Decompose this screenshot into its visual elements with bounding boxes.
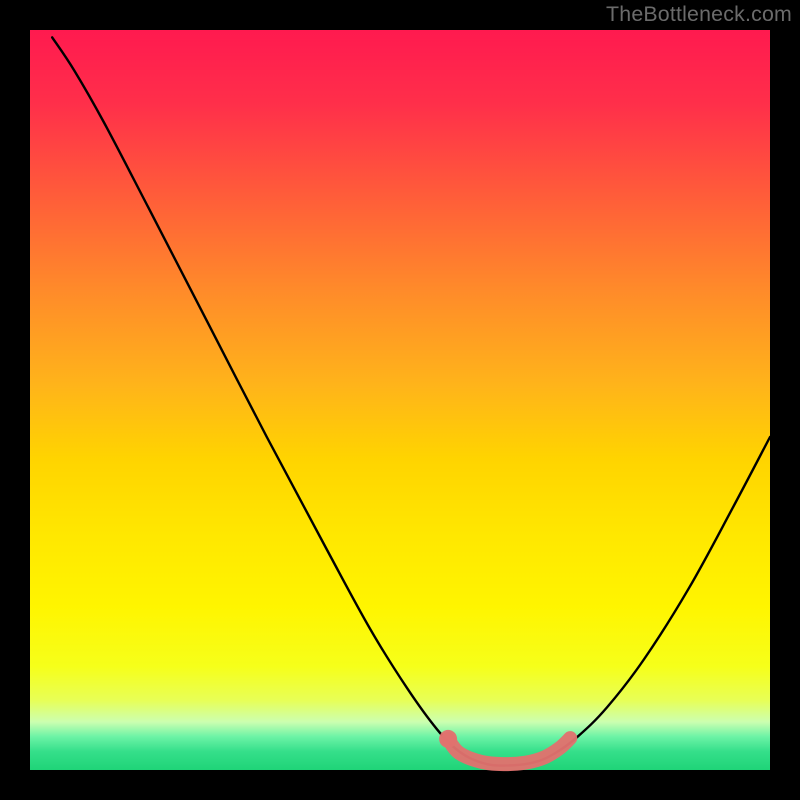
- plot-background: [30, 30, 770, 770]
- watermark-text: TheBottleneck.com: [606, 2, 792, 27]
- bottleneck-chart: [0, 0, 800, 800]
- optimal-range-start-dot: [439, 730, 457, 748]
- chart-frame: TheBottleneck.com: [0, 0, 800, 800]
